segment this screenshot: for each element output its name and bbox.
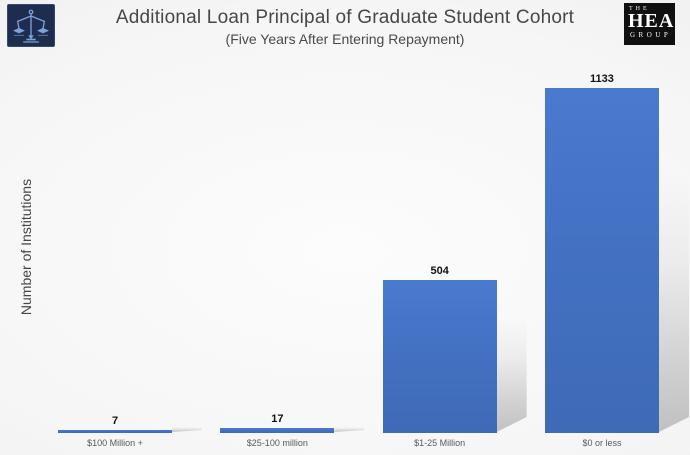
bar xyxy=(544,88,659,433)
hea-logo-hea: HEA xyxy=(628,10,675,32)
bar-value-label: 7 xyxy=(111,415,119,427)
bar xyxy=(382,280,497,433)
bar xyxy=(58,430,172,433)
hea-logo-the: THE xyxy=(629,6,650,12)
bar-value-label: 1133 xyxy=(590,73,614,85)
bar-shadow xyxy=(334,427,364,432)
scales-logo xyxy=(7,4,55,47)
chart-subtitle: (Five Years After Entering Repayment) xyxy=(225,31,465,47)
x-axis-category-label: $1-25 Million xyxy=(414,438,466,448)
hea-group-logo: THE HEA GROUP xyxy=(624,3,675,45)
scales-of-justice-icon xyxy=(13,9,49,43)
bar-shadow xyxy=(659,173,689,432)
x-axis-category-label: $25-100 million xyxy=(246,438,308,448)
bar-shadow xyxy=(172,427,202,432)
bar-value-label: 17 xyxy=(271,413,284,425)
chart-title: Additional Loan Principal of Graduate St… xyxy=(115,7,575,28)
title-block: Additional Loan Principal of Graduate St… xyxy=(0,6,690,48)
bar-shadow xyxy=(497,317,527,432)
x-axis-category-label: $0 or less xyxy=(582,438,622,448)
bar xyxy=(220,428,335,433)
hea-logo-group: GROUP xyxy=(630,31,672,39)
x-axis-category-label: $100 Million + xyxy=(87,438,143,448)
bar-value-label: 504 xyxy=(430,265,449,277)
